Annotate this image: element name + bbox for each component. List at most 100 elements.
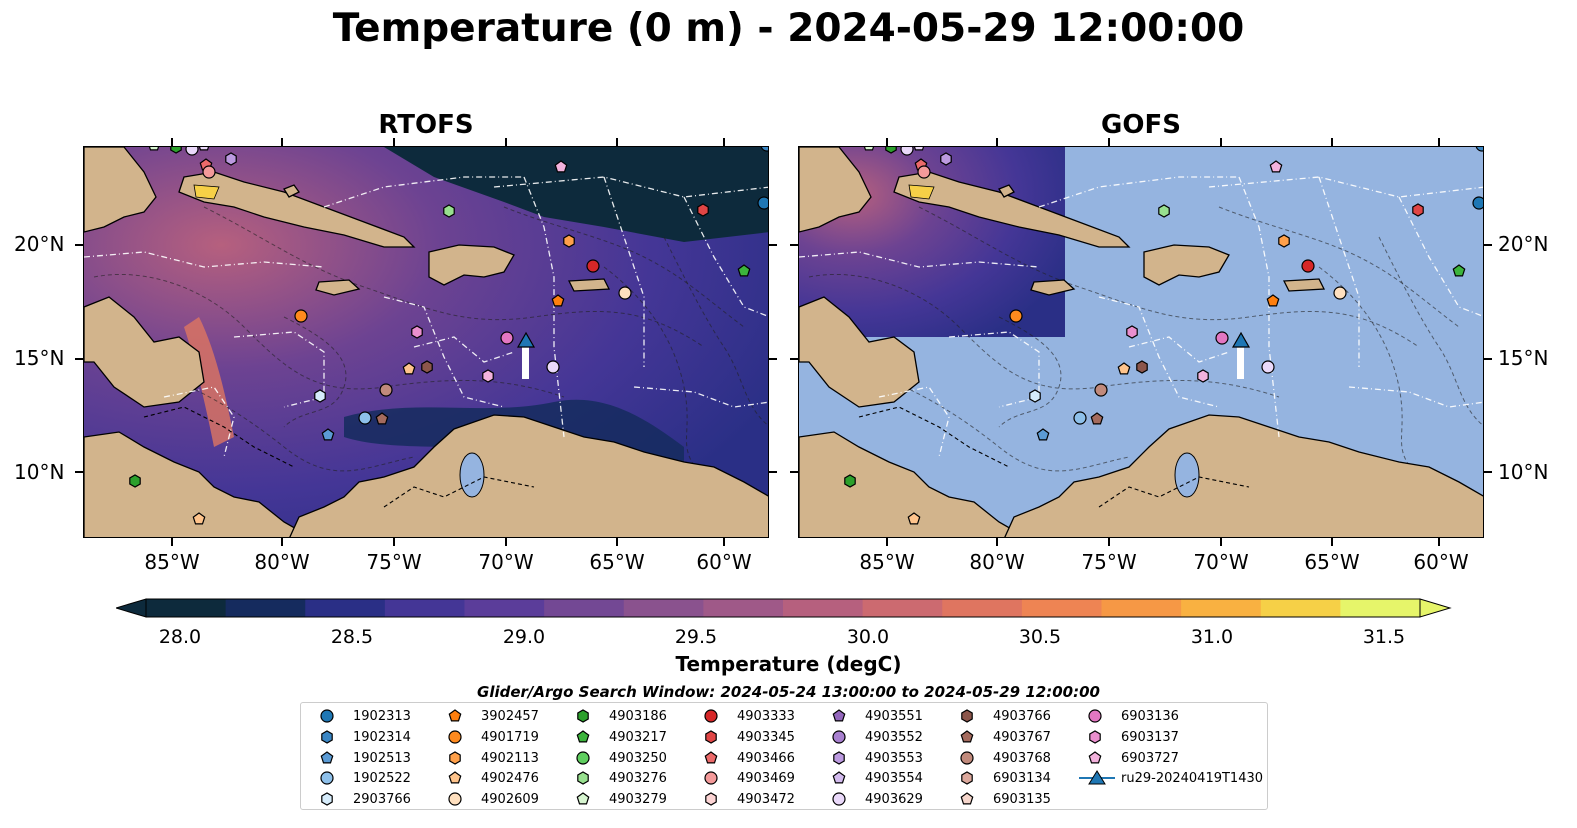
argo-float-marker — [1301, 259, 1315, 273]
eez-boundary — [323, 176, 524, 208]
legend-label: 4903766 — [993, 709, 1051, 724]
legend-label: 6903137 — [1121, 729, 1179, 745]
land-mass — [84, 147, 157, 233]
y-tick-mark — [790, 358, 798, 360]
x-tick-mark — [886, 538, 888, 546]
legend-label: 1902314 — [353, 729, 411, 745]
argo-float-marker — [1126, 325, 1138, 339]
float-legend-icon — [448, 730, 462, 744]
argo-float-marker — [844, 474, 856, 488]
legend-label: 4903472 — [737, 792, 795, 808]
gofs-map — [798, 146, 1484, 538]
x-tick-label: 65°W — [1304, 550, 1360, 574]
legend-marker — [832, 771, 846, 784]
legend-marker — [960, 792, 974, 805]
y-tick-mark — [790, 471, 798, 473]
argo-float-marker — [358, 411, 372, 425]
colorbar-tick-label: 31.0 — [1190, 626, 1234, 648]
argo-float-marker — [1278, 234, 1290, 248]
legend-marker — [576, 730, 590, 743]
colorbar-tick-label: 31.5 — [1362, 626, 1406, 648]
legend-label: 4903768 — [993, 750, 1051, 766]
float-legend-icon — [704, 709, 718, 723]
eez-boundary — [84, 251, 325, 268]
legend-label: 4903629 — [865, 792, 923, 808]
panel-title-gofs: GOFS — [1101, 110, 1181, 140]
legend-label: 1902522 — [353, 771, 411, 787]
eez-boundary — [383, 296, 505, 408]
legend-marker — [449, 750, 461, 765]
x-tick-mark — [1108, 138, 1110, 146]
bathymetry-contour — [858, 366, 1130, 472]
colorbar-tick-label: 30.0 — [846, 626, 890, 648]
float-legend-icon — [832, 771, 846, 784]
legend-label: 4902113 — [481, 750, 539, 766]
legend-marker — [1088, 750, 1102, 764]
country-border — [143, 406, 295, 468]
y-tick-mark — [75, 471, 83, 473]
legend-marker — [448, 792, 462, 806]
x-tick-mark — [616, 138, 618, 146]
argo-float-marker — [1333, 286, 1347, 300]
hot-spot — [193, 184, 220, 200]
legend-marker — [704, 750, 718, 764]
argo-float-marker — [546, 360, 560, 374]
land-mass — [84, 296, 205, 408]
land-mass — [799, 431, 1027, 537]
legend-marker — [960, 750, 974, 765]
float-legend-icon — [705, 730, 717, 744]
colorbar-segment — [384, 599, 465, 617]
x-tick-mark — [1438, 138, 1440, 146]
float-legend-icon — [960, 730, 974, 743]
legend-label: 4903217 — [609, 729, 667, 745]
argo-float-marker — [1215, 331, 1229, 345]
eez-boundary — [878, 386, 950, 458]
argo-float-marker — [940, 152, 952, 166]
x-tick-label: 70°W — [1193, 550, 1249, 574]
legend-marker — [961, 771, 973, 786]
legend-marker — [448, 771, 462, 784]
legend-marker — [321, 792, 333, 806]
x-tick-mark — [723, 138, 725, 146]
eez-boundary — [1238, 176, 1280, 438]
x-tick-mark — [1331, 138, 1333, 146]
x-tick-mark — [281, 138, 283, 146]
land-mass — [428, 244, 515, 286]
argo-float-marker — [375, 412, 389, 425]
legend-marker — [961, 709, 973, 723]
legend-marker — [577, 771, 589, 786]
bathymetry-contour — [998, 316, 1062, 428]
legend-marker — [576, 750, 590, 765]
argo-float-marker — [1094, 383, 1108, 397]
rtofs-map — [83, 146, 769, 538]
argo-float-marker — [170, 147, 182, 154]
argo-float-marker — [225, 152, 237, 166]
float-legend-icon — [448, 709, 462, 722]
argo-float-marker — [586, 259, 600, 273]
land-mass — [1004, 414, 1483, 537]
argo-float-marker — [1117, 362, 1131, 375]
float-legend-icon — [448, 792, 462, 806]
x-tick-mark — [171, 538, 173, 546]
y-tick-mark — [769, 358, 777, 360]
float-legend-icon — [704, 750, 718, 764]
x-tick-mark — [723, 538, 725, 546]
legend-label: 6903135 — [993, 792, 1051, 808]
eez-boundary — [413, 336, 515, 363]
x-tick-label: 70°W — [478, 550, 534, 574]
y-tick-mark — [75, 244, 83, 246]
legend-marker — [833, 750, 845, 765]
argo-float-marker — [1452, 264, 1466, 277]
bathymetry-contour — [93, 274, 565, 398]
land-mass — [799, 147, 872, 233]
argo-float-marker — [885, 147, 897, 154]
cool-water-region — [384, 147, 768, 242]
argo-float-marker — [202, 165, 216, 179]
float-legend-icon — [833, 750, 845, 765]
argo-float-marker — [192, 512, 206, 525]
argo-float-marker — [411, 325, 423, 339]
colorbar — [116, 598, 1452, 618]
eez-boundary — [683, 196, 768, 317]
eez-boundary — [799, 251, 1040, 268]
bathymetry-contour — [503, 206, 745, 328]
